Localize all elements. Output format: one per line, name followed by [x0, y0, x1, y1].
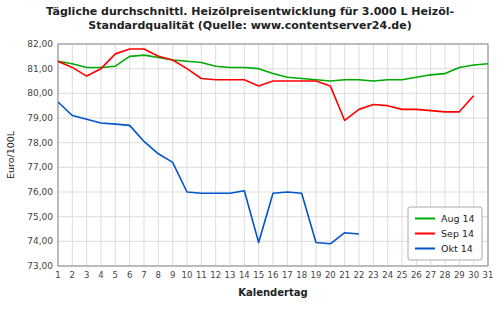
x-grid-line — [215, 44, 216, 266]
x-grid-line — [129, 44, 130, 266]
x-grid-line — [258, 44, 259, 266]
x-grid-line — [158, 44, 159, 266]
x-tick-label: 25 — [397, 270, 408, 280]
x-axis-label: Kalendertag — [238, 287, 307, 298]
legend: Aug 14 Sep 14 Okt 14 — [408, 207, 482, 260]
y-tick-label: 75,00 — [27, 212, 53, 222]
legend-label: Sep 14 — [441, 228, 474, 239]
x-tick-label: 12 — [210, 270, 221, 280]
legend-swatch — [415, 218, 435, 220]
y-tick-label: 73,00 — [27, 261, 53, 271]
x-grid-line — [230, 44, 231, 266]
x-grid-line — [373, 44, 374, 266]
x-grid-line — [115, 44, 116, 266]
x-tick-label: 17 — [282, 270, 293, 280]
legend-swatch — [415, 233, 435, 235]
x-grid-line — [244, 44, 245, 266]
x-tick-label: 4 — [98, 270, 103, 280]
y-tick-label: 82,00 — [27, 39, 53, 49]
grid — [58, 44, 488, 266]
x-tick-label: 3 — [84, 270, 89, 280]
x-grid-line — [86, 44, 87, 266]
x-grid-line — [101, 44, 102, 266]
x-grid-line — [172, 44, 173, 266]
x-grid-line — [330, 44, 331, 266]
x-tick-label: 14 — [239, 270, 250, 280]
series-line — [58, 55, 488, 81]
x-tick-label: 10 — [182, 270, 193, 280]
x-tick-label: 8 — [156, 270, 161, 280]
x-tick-label: 22 — [354, 270, 365, 280]
plot-frame — [58, 44, 488, 266]
legend-label: Okt 14 — [441, 243, 473, 254]
x-tick-label: 13 — [225, 270, 236, 280]
title: Tägliche durchschnittl. Heizölpreisentwi… — [46, 5, 454, 32]
x-grid-line — [144, 44, 145, 266]
x-grid-line — [273, 44, 274, 266]
legend-label: Aug 14 — [441, 213, 475, 224]
x-tick-label: 26 — [411, 270, 422, 280]
y-axis-label: Euro/100L — [5, 130, 16, 179]
y-tick-label: 81,00 — [27, 64, 53, 74]
x-grid-line — [301, 44, 302, 266]
x-tick-label: 28 — [440, 270, 451, 280]
x-tick-label: 19 — [311, 270, 322, 280]
x-tick-label: 1 — [55, 270, 60, 280]
series-line — [58, 102, 359, 244]
x-tick-label: 7 — [141, 270, 146, 280]
x-tick-label: 24 — [382, 270, 393, 280]
y-tick-label: 74,00 — [27, 236, 53, 246]
series-line — [58, 49, 474, 121]
x-tick-label: 21 — [339, 270, 350, 280]
x-grid-line — [387, 44, 388, 266]
x-tick-label: 6 — [127, 270, 132, 280]
x-tick-label: 27 — [425, 270, 436, 280]
x-tick-label: 23 — [368, 270, 379, 280]
chart: Tägliche durchschnittl. Heizölpreisentwi… — [0, 0, 500, 322]
x-tick-label: 11 — [196, 270, 207, 280]
y-tick-label: 80,00 — [27, 88, 53, 98]
y-tick-label: 78,00 — [27, 138, 53, 148]
x-grid-line — [201, 44, 202, 266]
x-grid-line — [72, 44, 73, 266]
plot-area — [58, 44, 488, 266]
x-grid-line — [402, 44, 403, 266]
x-tick-label: 31 — [483, 270, 494, 280]
x-tick-label: 29 — [454, 270, 465, 280]
x-tick-label: 9 — [170, 270, 175, 280]
x-tick-label: 16 — [268, 270, 279, 280]
x-grid-line — [359, 44, 360, 266]
legend-box — [408, 207, 482, 260]
y-tick-label: 79,00 — [27, 113, 53, 123]
x-tick-label: 20 — [325, 270, 336, 280]
x-tick-label: 5 — [113, 270, 118, 280]
x-tick-label: 18 — [296, 270, 307, 280]
x-tick-label: 2 — [70, 270, 75, 280]
x-grid-line — [187, 44, 188, 266]
x-grid-line — [316, 44, 317, 266]
x-tick-label: 15 — [253, 270, 264, 280]
legend-swatch — [415, 248, 435, 250]
x-tick-label: 30 — [468, 270, 479, 280]
y-tick-label: 77,00 — [27, 162, 53, 172]
y-tick-label: 76,00 — [27, 187, 53, 197]
